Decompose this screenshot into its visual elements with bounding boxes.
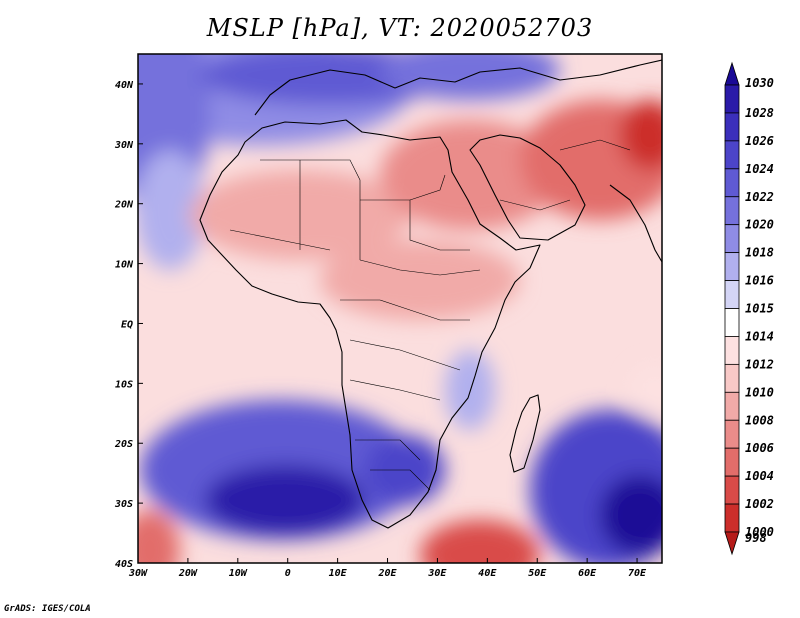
lon-tick-label: 10E xyxy=(329,568,348,579)
colorbar-swatch xyxy=(724,280,740,309)
credit-label: GrADS: IGES/COLA xyxy=(4,604,91,614)
colorbar-label: 1018 xyxy=(745,246,774,260)
colorbar-label: 1016 xyxy=(745,274,774,288)
lat-tick-label: 30S xyxy=(114,499,133,510)
colorbar: 1030 1028 1026 1024 1022 1020 1018 1016 1015 1014… xyxy=(724,61,774,556)
colorbar-swatch xyxy=(724,112,740,142)
colorbar-swatch xyxy=(724,391,740,421)
lat-tick-label: 40S xyxy=(115,559,133,570)
colorbar-arrow-bottom xyxy=(724,531,740,556)
colorbar-label: 1014 xyxy=(745,329,774,343)
colorbar-swatch xyxy=(724,475,740,505)
lon-tick-label: 0 xyxy=(285,568,291,579)
colorbar-label: 1028 xyxy=(745,106,774,120)
colorbar-swatch xyxy=(724,252,740,281)
map-axes: 30W 20W 10W 0 10E 20E 30E 40E 50E 60E 70E 40N 30N 20N… xyxy=(114,80,647,579)
lon-tick-label: 40E xyxy=(478,568,497,579)
colorbar-label: 1004 xyxy=(745,469,774,483)
pressure-field xyxy=(138,54,662,563)
colorbar-label: 1008 xyxy=(745,413,774,427)
lon-tick-label: 50E xyxy=(528,568,547,579)
lon-tick-label: 30E xyxy=(427,568,447,579)
colorbar-label: 1030 xyxy=(745,76,774,90)
colorbar-label: 1015 xyxy=(745,302,774,316)
lon-tick-label: 20E xyxy=(377,568,397,579)
lon-tick-label: 10W xyxy=(229,568,248,579)
coastlines xyxy=(199,59,662,529)
map-frame xyxy=(137,53,663,564)
lat-tick-label: 40N xyxy=(115,80,134,91)
map-title: MSLP [hPa], VT: 2020052703 xyxy=(206,14,594,42)
colorbar-swatch xyxy=(724,224,740,254)
lat-tick-label: 10N xyxy=(115,260,134,271)
colorbar-label: 1022 xyxy=(745,190,774,204)
lat-tick-label: 20N xyxy=(114,200,134,211)
india-coastline xyxy=(609,184,662,263)
colorbar-label: 1006 xyxy=(745,441,774,455)
colorbar-swatch xyxy=(724,168,740,198)
colorbar-swatch xyxy=(724,336,740,365)
colorbar-label: 1026 xyxy=(745,134,774,148)
colorbar-swatch xyxy=(724,196,740,226)
arabia-coastline xyxy=(469,134,586,241)
colorbar-swatch xyxy=(724,84,740,114)
lon-tick-label: 30W xyxy=(128,568,148,579)
colorbar-label: 1012 xyxy=(745,357,774,371)
colorbar-swatch xyxy=(724,447,740,477)
colorbar-swatch xyxy=(724,503,740,533)
madagascar-coastline xyxy=(509,394,541,473)
colorbar-label: 1002 xyxy=(745,497,774,511)
country-borders xyxy=(229,139,631,491)
lon-tick-label: 60E xyxy=(578,568,597,579)
lat-tick-label: 30N xyxy=(114,140,134,151)
colorbar-label: 1010 xyxy=(745,385,774,399)
colorbar-label: 998 xyxy=(745,531,767,545)
lat-tick-label: 10S xyxy=(115,379,133,390)
colorbar-swatch xyxy=(724,308,740,337)
colorbar-arrow-top xyxy=(724,61,740,86)
europe-coastline xyxy=(254,59,662,116)
colorbar-label: 1000 xyxy=(745,525,774,539)
lat-tick-label: EQ xyxy=(121,319,133,330)
lon-tick-label: 70E xyxy=(628,568,647,579)
lon-tick-label: 20W xyxy=(178,568,198,579)
colorbar-swatch xyxy=(724,140,740,170)
colorbar-label: 1020 xyxy=(745,218,774,232)
lat-tick-label: 20S xyxy=(114,439,133,450)
africa-coastline xyxy=(199,119,541,529)
colorbar-swatch xyxy=(724,419,740,449)
colorbar-swatch xyxy=(724,363,740,393)
colorbar-label: 1024 xyxy=(745,162,774,176)
